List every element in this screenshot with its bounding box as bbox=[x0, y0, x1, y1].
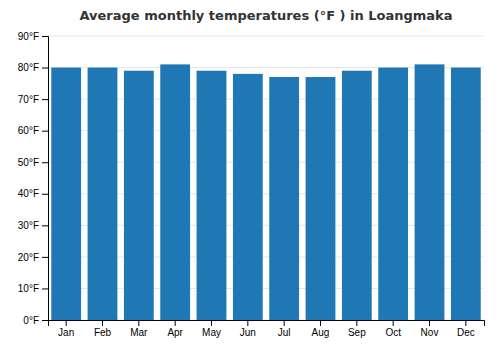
bar bbox=[160, 64, 190, 320]
tick-mark bbox=[42, 225, 48, 226]
tick-label: 10°F bbox=[18, 283, 39, 294]
tick-label: Feb bbox=[94, 327, 112, 338]
tick-label: 20°F bbox=[18, 252, 39, 263]
tick-mark bbox=[42, 99, 48, 100]
tick-label: Aug bbox=[312, 327, 330, 338]
tick-label: Mar bbox=[130, 327, 148, 338]
tick: 50°F bbox=[18, 157, 48, 168]
tick-mark bbox=[42, 194, 48, 195]
tick: Dec bbox=[457, 320, 475, 338]
bar bbox=[451, 68, 481, 320]
tick-label: 0°F bbox=[23, 315, 39, 326]
tick-mark bbox=[42, 36, 48, 37]
tick-label: Jul bbox=[278, 327, 291, 338]
tick: Mar bbox=[130, 320, 148, 338]
tick-mark bbox=[42, 257, 48, 258]
tick: 60°F bbox=[18, 125, 48, 136]
tick-mark bbox=[138, 320, 139, 326]
axis-line bbox=[42, 37, 49, 321]
tick-mark bbox=[429, 320, 430, 326]
tick: Apr bbox=[167, 320, 183, 338]
bar bbox=[88, 68, 118, 320]
tick: May bbox=[202, 320, 221, 338]
tick-mark bbox=[465, 320, 466, 326]
tick-mark bbox=[247, 320, 248, 326]
tick-mark bbox=[211, 320, 212, 326]
x-axis: Jan Feb Mar Apr May Jun Jul Aug Sep Oct Nov Dec bbox=[49, 320, 485, 338]
bar bbox=[342, 71, 372, 320]
tick-mark bbox=[42, 162, 48, 163]
tick-mark bbox=[66, 320, 67, 326]
tick-mark bbox=[356, 320, 357, 326]
bar bbox=[378, 68, 408, 320]
bars bbox=[51, 64, 480, 320]
tick-mark bbox=[393, 320, 394, 326]
tick: 40°F bbox=[18, 188, 48, 199]
tick-label: May bbox=[202, 327, 221, 338]
tick-label: Jun bbox=[240, 327, 256, 338]
bar bbox=[51, 68, 81, 320]
tick: 10°F bbox=[18, 283, 48, 294]
tick-label: Sep bbox=[348, 327, 366, 338]
tick-label: 70°F bbox=[18, 94, 39, 105]
tick: 80°F bbox=[18, 62, 48, 73]
bar bbox=[415, 64, 445, 320]
bar bbox=[197, 71, 227, 320]
tick: Feb bbox=[94, 320, 112, 338]
chart: 0°F 10°F 20°F 30°F 40°F 50°F 60°F 70°F 80°F 90°F J… bbox=[0, 0, 500, 350]
tick-mark bbox=[320, 320, 321, 326]
tick-mark bbox=[284, 320, 285, 326]
tick-label: Apr bbox=[167, 327, 183, 338]
tick-mark bbox=[175, 320, 176, 326]
tick-label: Nov bbox=[421, 327, 439, 338]
tick: Jan bbox=[58, 320, 74, 338]
tick-label: Dec bbox=[457, 327, 475, 338]
tick-label: 90°F bbox=[18, 31, 39, 42]
tick-mark bbox=[42, 288, 48, 289]
tick: Nov bbox=[421, 320, 439, 338]
tick-label: 80°F bbox=[18, 62, 39, 73]
tick: 90°F bbox=[18, 31, 48, 42]
axis-line bbox=[49, 321, 485, 327]
grid bbox=[48, 36, 484, 320]
tick-mark bbox=[42, 68, 48, 69]
tick-label: 30°F bbox=[18, 220, 39, 231]
bar bbox=[306, 77, 336, 320]
tick-label: Oct bbox=[385, 327, 401, 338]
tick: 20°F bbox=[18, 252, 48, 263]
title: Average monthly temperatures (°F ) in Lo… bbox=[79, 8, 452, 23]
grid-line bbox=[48, 36, 484, 37]
plot: 0°F 10°F 20°F 30°F 40°F 50°F 60°F 70°F 80°F 90°F J… bbox=[18, 31, 485, 338]
tick: 0°F bbox=[23, 315, 48, 326]
tick-mark bbox=[102, 320, 103, 326]
bar bbox=[124, 71, 154, 320]
tick-label: 50°F bbox=[18, 157, 39, 168]
bar bbox=[269, 77, 299, 320]
tick: Sep bbox=[348, 320, 366, 338]
bar bbox=[233, 74, 263, 320]
y-axis: 0°F 10°F 20°F 30°F 40°F 50°F 60°F 70°F 80°F 90°F bbox=[18, 31, 49, 326]
tick: 30°F bbox=[18, 220, 48, 231]
tick: 70°F bbox=[18, 94, 48, 105]
tick-label: 40°F bbox=[18, 188, 39, 199]
tick: Aug bbox=[312, 320, 330, 338]
tick: Jun bbox=[240, 320, 256, 338]
tick: Jul bbox=[278, 320, 291, 338]
tick: Oct bbox=[385, 320, 401, 338]
tick-mark bbox=[42, 131, 48, 132]
tick-mark bbox=[42, 320, 48, 321]
tick-label: 60°F bbox=[18, 125, 39, 136]
tick-label: Jan bbox=[58, 327, 74, 338]
